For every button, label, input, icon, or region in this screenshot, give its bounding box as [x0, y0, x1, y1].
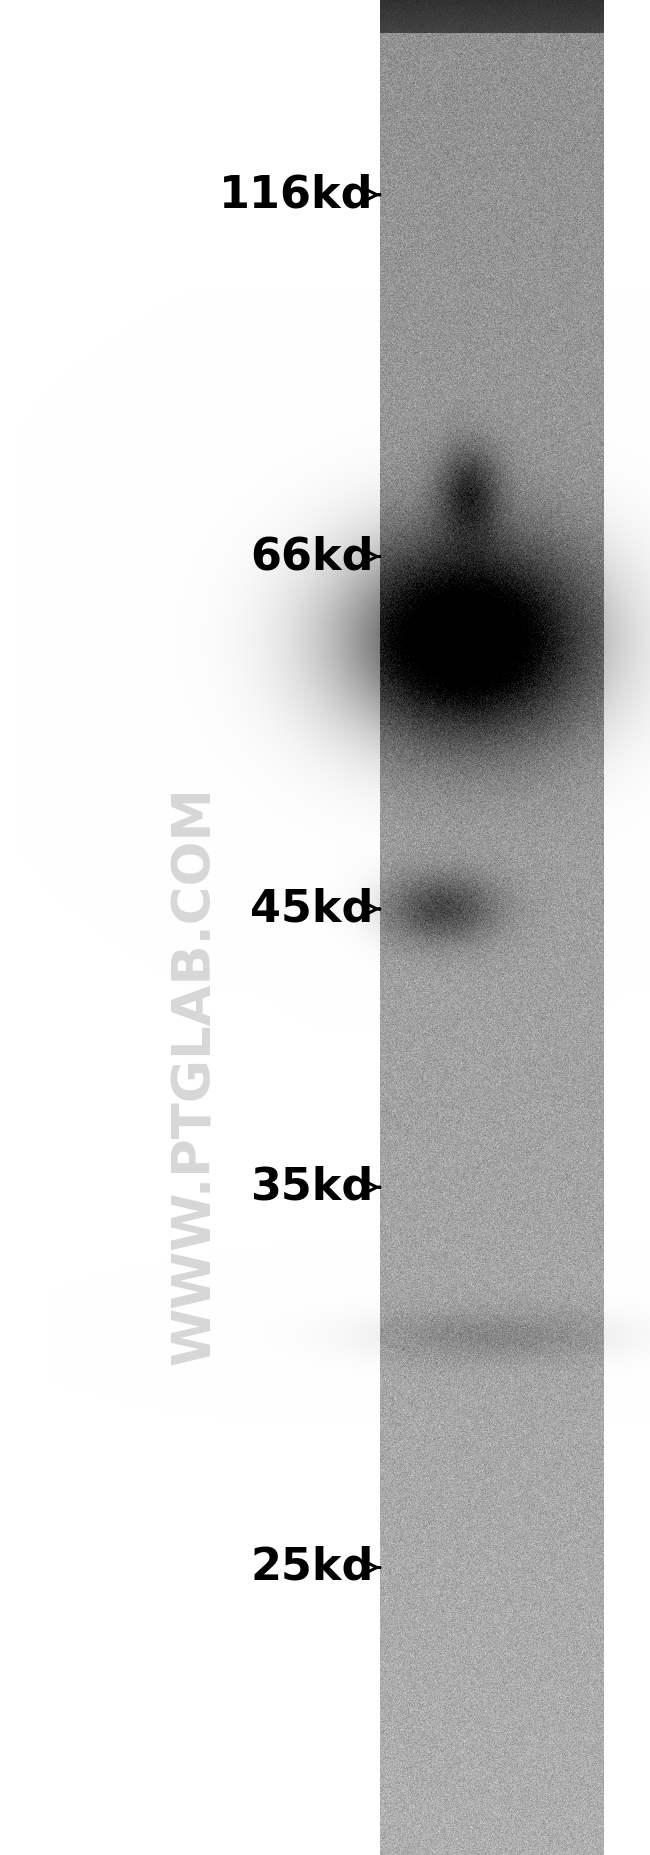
Text: 45kd: 45kd [250, 887, 380, 931]
Text: 66kd: 66kd [250, 534, 380, 579]
Text: 116kd: 116kd [219, 173, 380, 217]
Text: 35kd: 35kd [250, 1165, 380, 1209]
Text: 25kd: 25kd [250, 1545, 380, 1590]
Text: WWW.PTGLAB.COM: WWW.PTGLAB.COM [169, 787, 221, 1365]
